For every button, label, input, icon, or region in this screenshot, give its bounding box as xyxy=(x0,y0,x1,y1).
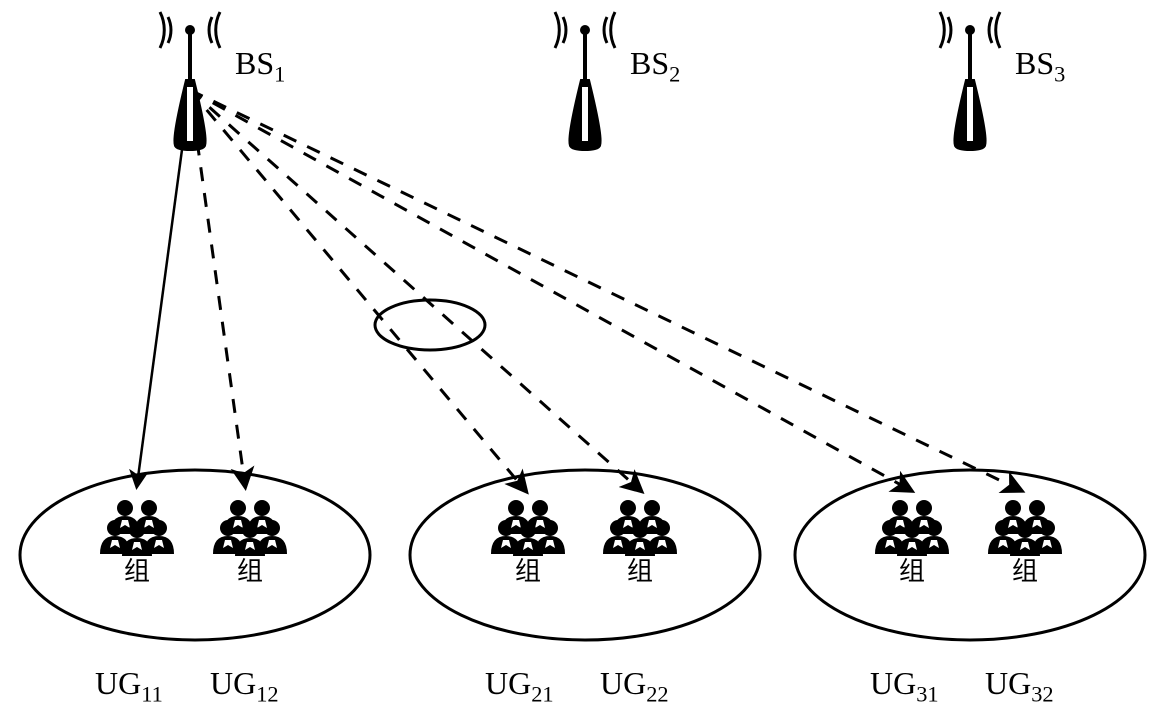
group-char-label: 组 xyxy=(899,557,925,586)
group-char-label: 组 xyxy=(627,557,653,586)
network-diagram: 组组组组组组 xyxy=(0,0,1169,710)
base-station-icon-bs3 xyxy=(940,12,1000,151)
bs-label-bs2: BS2 xyxy=(630,45,680,87)
cell-ellipses xyxy=(20,470,1145,640)
cell-ellipse-cell1 xyxy=(20,470,370,640)
ug-label-ug32: UG32 xyxy=(985,665,1054,707)
group-char-label: 组 xyxy=(124,557,150,586)
signal-line-6 xyxy=(190,90,1020,490)
bs-label-bs1: BS1 xyxy=(235,45,285,87)
group-char-label: 组 xyxy=(1012,557,1038,586)
user-group-icon-ug32: 组 xyxy=(988,500,1062,586)
ug-label-ug11: UG11 xyxy=(95,665,163,707)
signal-line-5 xyxy=(190,90,910,490)
user-group-icon-ug11: 组 xyxy=(100,500,174,586)
cell-ellipse-cell3 xyxy=(795,470,1145,640)
interference-ellipse xyxy=(375,300,485,350)
cell-ellipse-cell2 xyxy=(410,470,760,640)
user-group-icon-ug22: 组 xyxy=(603,500,677,586)
ug-label-ug21: UG21 xyxy=(485,665,554,707)
user-group-icon-ug31: 组 xyxy=(875,500,949,586)
group-char-label: 组 xyxy=(515,557,541,586)
base-station-icon-bs2 xyxy=(555,12,615,151)
ug-label-ug22: UG22 xyxy=(600,665,669,707)
signal-line-4 xyxy=(190,90,640,490)
signal-line-3 xyxy=(190,90,525,490)
ug-label-ug31: UG31 xyxy=(870,665,939,707)
group-char-label: 组 xyxy=(237,557,263,586)
base-stations xyxy=(160,12,1000,151)
user-group-icon-ug12: 组 xyxy=(213,500,287,586)
user-group-icon-ug21: 组 xyxy=(491,500,565,586)
base-station-icon-bs1 xyxy=(160,12,220,151)
mid-ellipse xyxy=(375,300,485,350)
user-groups: 组组组组组组 xyxy=(100,500,1062,586)
ug-label-ug12: UG12 xyxy=(210,665,279,707)
bs-label-bs3: BS3 xyxy=(1015,45,1065,87)
